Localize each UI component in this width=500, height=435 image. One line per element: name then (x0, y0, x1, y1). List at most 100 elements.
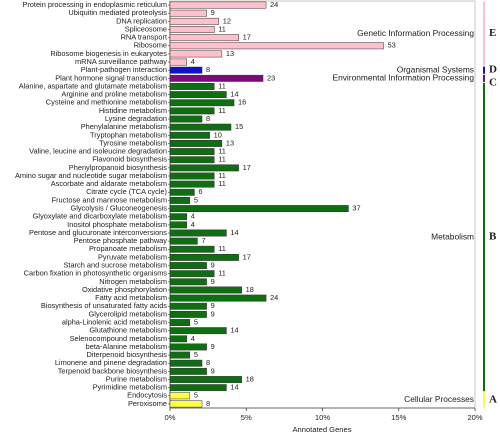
y-tick-label: Phenylpropanoid biosynthesis (69, 163, 168, 172)
bar (169, 213, 188, 221)
y-tick-label: Selenocompound metabolism (70, 334, 167, 343)
bar (169, 376, 242, 383)
y-tick-label: Cysteine and methionine metabolism (46, 98, 167, 107)
y-tick-label: Fatty acid metabolism (95, 293, 167, 302)
bar (169, 17, 220, 25)
bar-count-label: 12 (223, 16, 231, 25)
bar (169, 278, 207, 286)
y-tick-label: Limonene and pinene degradation (55, 358, 167, 367)
y-tick-label: Flavonoid biosynthesis (92, 155, 167, 164)
y-tick-label: Propanoate metabolism (89, 244, 167, 253)
y-tick-label: Spliceosome (125, 24, 167, 33)
bar (169, 148, 215, 156)
y-tick-label: mRNA surveillance pathway (75, 57, 167, 66)
bar-count-label: 11 (218, 269, 226, 278)
bar (169, 310, 207, 318)
y-tick-label: Inositol phosphate metabolism (67, 220, 167, 229)
bar (169, 392, 191, 400)
bar-count-label: 14 (230, 228, 238, 237)
bar-count-label: 9 (211, 261, 215, 270)
bar (169, 34, 239, 42)
bar (169, 270, 215, 278)
bar (169, 221, 188, 229)
bar (169, 188, 195, 196)
group-letter: B (489, 231, 497, 243)
bar (169, 50, 223, 58)
y-tick-label: Biosynthesis of unsaturated fatty acids (41, 301, 167, 310)
bar-count-label: 8 (206, 65, 210, 74)
bar (169, 83, 215, 90)
bar-count-label: 17 (243, 163, 251, 172)
y-tick-label: Nitrogen metabolism (99, 277, 167, 286)
bar-count-label: 11 (218, 81, 226, 90)
bar (169, 302, 207, 310)
group-letter: E (489, 27, 496, 39)
bar-count-label: 16 (238, 98, 246, 107)
y-tick-label: Glycerolipid metabolism (89, 309, 167, 318)
bar-count-label: 23 (267, 73, 275, 82)
bar-count-label: 15 (235, 122, 243, 131)
bar (169, 74, 264, 82)
y-tick-label: Ribosome biogenesis in eukaryotes (50, 49, 167, 58)
y-tick-label: Plant hormone signal transduction (55, 73, 167, 82)
bar-count-label: 24 (270, 0, 278, 9)
bar-count-label: 11 (218, 106, 226, 115)
y-tick-label: Purine metabolism (106, 374, 167, 383)
bar-count-label: 17 (243, 33, 251, 42)
y-tick-label: alpha-Linolenic acid metabolism (62, 317, 167, 326)
bar-count-label: 8 (206, 114, 210, 123)
x-tick-label: 5% (241, 413, 252, 422)
y-tick-label: Arginine and proline metabolism (61, 90, 167, 99)
bar-count-label: 8 (206, 358, 210, 367)
y-tick-label: Peroxisome (128, 399, 167, 408)
bar-count-label: 11 (218, 155, 226, 164)
bar-count-label: 5 (194, 195, 198, 204)
y-tick-label: Pyruvate metabolism (98, 252, 167, 261)
bar-count-label: 18 (246, 374, 254, 383)
y-tick-label: Fructose and mannose metabolism (52, 195, 167, 204)
bar (169, 253, 239, 261)
y-tick-label: Protein processing in endoplasmic reticu… (22, 0, 167, 9)
group-letter: A (489, 393, 497, 405)
bar-count-label: 9 (211, 301, 215, 310)
y-tick-label: Glyoxylate and dicarboxylate metabolism (33, 212, 167, 221)
bar-count-label: 13 (226, 138, 234, 147)
group-label: Metabolism (431, 231, 474, 241)
bar (169, 205, 349, 212)
bar (169, 123, 232, 131)
bar (169, 107, 215, 115)
bar-count-label: 6 (198, 187, 202, 196)
bar-count-label: 5 (194, 391, 198, 400)
bar (169, 172, 215, 180)
y-tick-label: Ribosome (134, 41, 167, 50)
x-tick-label: 15% (391, 413, 406, 422)
y-tick-label: Ascorbate and aldarate metabolism (51, 179, 167, 188)
y-tick-label: beta-Alanine metabolism (86, 342, 167, 351)
bar-count-label: 9 (211, 366, 215, 375)
y-tick-label: Amino sugar and nucleotide sugar metabol… (15, 171, 167, 180)
y-tick-label: Oxidative phosphorylation (82, 285, 167, 294)
bar-count-label: 9 (211, 342, 215, 351)
group-label: Genetic Information Processing (357, 28, 474, 38)
bar-count-label: 14 (230, 326, 238, 335)
bar-count-label: 13 (226, 49, 234, 58)
bar-count-label: 11 (218, 244, 226, 253)
bar (169, 58, 188, 66)
bar (169, 335, 188, 343)
bar (169, 140, 223, 147)
y-tick-label: Phenylalanine metabolism (81, 122, 167, 131)
bar-count-label: 24 (270, 293, 278, 302)
y-tick-label: Tryptophan metabolism (90, 130, 167, 139)
bar (169, 180, 215, 188)
bar (169, 327, 227, 335)
y-tick-label: Plant-pathogen interaction (81, 65, 167, 74)
bar-count-label: 14 (230, 383, 238, 392)
bar-count-label: 11 (218, 171, 226, 180)
group-letter: D (489, 64, 497, 76)
bar-count-label: 5 (194, 350, 198, 359)
bar (169, 164, 239, 172)
bar-count-label: 11 (218, 24, 226, 33)
bar-count-label: 17 (243, 252, 251, 261)
bar (169, 343, 207, 351)
